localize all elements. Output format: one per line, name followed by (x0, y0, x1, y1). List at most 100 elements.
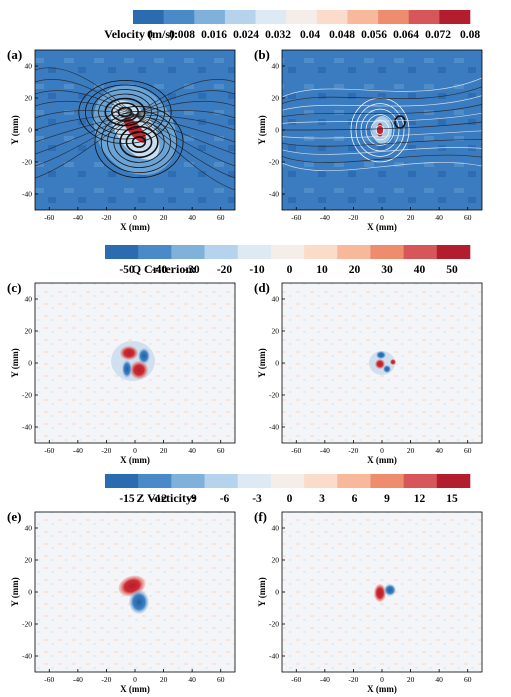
x-tick-label: -60 (291, 446, 301, 455)
panel-f: -60 -40 -20 0 20 40 60 40 20 0 -20 -40 X (mm) Y (mm) (… (254, 509, 483, 694)
positive-region (120, 346, 138, 360)
y-tick-label: -40 (269, 652, 279, 661)
colorbar-swatch (171, 474, 205, 488)
x-tick-label: 0 (380, 213, 384, 222)
x-tick-label: 40 (188, 213, 196, 222)
colorbar-tick-label: -12 (152, 493, 168, 505)
colorbar-swatch (370, 245, 404, 259)
streamline (85, 84, 165, 140)
colorbar-tick-label: 3 (319, 493, 325, 505)
x-tick-label: 60 (464, 675, 472, 684)
colorbar-swatch (133, 10, 164, 24)
colorbar-swatch (237, 474, 272, 488)
x-tick-label: 20 (407, 213, 415, 222)
panel-b: -60 -40 -20 0 20 40 60 40 20 0 -20 -40 X (mm) Y (mm) (… (254, 47, 483, 232)
y-tick-label: 40 (25, 295, 33, 304)
panel-letter: (b) (254, 47, 270, 62)
colorbar-tick-label: 30 (381, 264, 393, 276)
x-tick-label: 60 (464, 446, 472, 455)
colorbar-tick-label: 0.032 (265, 29, 291, 41)
colorbar-swatch (204, 474, 239, 488)
streamline (282, 121, 482, 131)
colorbar-swatch (403, 474, 438, 488)
x-tick-label: 40 (188, 675, 196, 684)
streamline (94, 105, 184, 179)
plot-area (282, 512, 482, 672)
y-tick-label: -40 (269, 423, 279, 432)
colorbar-tick-label: 15 (446, 493, 458, 505)
x-tick-label: 20 (160, 446, 168, 455)
x-tick-label: -60 (44, 213, 54, 222)
x-tick-label: -40 (73, 213, 83, 222)
y-tick-label: -40 (22, 423, 32, 432)
y-tick-label: 40 (25, 524, 33, 533)
panel-c: -60 -40 -20 0 20 40 60 40 20 0 -20 -40 X (mm) Y (mm) (… (7, 280, 236, 465)
colorbar-tick-label: -20 (217, 264, 233, 276)
x-tick-label: 40 (188, 446, 196, 455)
x-tick-label: -40 (320, 213, 330, 222)
colorbar-swatch (255, 10, 287, 24)
colorbar-swatch (378, 10, 410, 24)
colorbar-swatch (237, 245, 272, 259)
panel-letter: (a) (7, 47, 22, 62)
negative-vorticity (129, 590, 149, 614)
x-tick-label: 0 (380, 675, 384, 684)
colorbar-tick-label: 0.024 (233, 29, 259, 41)
colorbar-tick-label: -15 (119, 493, 135, 505)
colorbar-swatch (138, 474, 172, 488)
x-tick-label: 40 (435, 213, 443, 222)
streamline (98, 93, 152, 131)
colorbar-tick-label: 20 (349, 264, 361, 276)
colorbar-swatch (270, 245, 305, 259)
positive-region (375, 359, 385, 369)
streamline (35, 79, 235, 179)
y-tick-label: 0 (28, 126, 32, 135)
colorbar-swatch (105, 474, 139, 488)
negative-region (122, 360, 132, 378)
streamline (282, 112, 482, 124)
colorbar-swatch (347, 10, 379, 24)
colorbar-z-vorticity: Z Vorticity:-15 -12 -9 -6 -3 0 3 6 9 12 15 (105, 474, 471, 505)
y-tick-label: -40 (22, 190, 32, 199)
colorbar-tick-label: -50 (119, 264, 135, 276)
x-tick-label: -60 (291, 675, 301, 684)
panel-letter: (f) (254, 509, 267, 524)
streamline (131, 136, 147, 148)
x-tick-label: -40 (73, 675, 83, 684)
x-axis-label: X (mm) (367, 455, 397, 465)
x-tick-label: 20 (160, 213, 168, 222)
colorbar-tick-label: 0 (287, 493, 293, 505)
plot-area (282, 283, 482, 443)
streamline (282, 86, 482, 104)
colorbar-tick-label: 0.08 (460, 29, 480, 41)
y-axis-label: Y (mm) (257, 115, 267, 144)
plot-area (35, 283, 235, 443)
colorbar-tick-label: 6 (352, 493, 358, 505)
y-axis-label: Y (mm) (257, 348, 267, 377)
colorbar-label: Z Vorticity: (136, 491, 196, 505)
colorbar-tick-label: -3 (252, 493, 262, 505)
colorbar-tick-label: -10 (249, 264, 265, 276)
y-tick-label: -40 (269, 190, 279, 199)
streamline (282, 104, 482, 118)
y-tick-label: 40 (272, 295, 280, 304)
x-tick-label: 0 (133, 675, 137, 684)
panel-d: -60 -40 -20 0 20 40 60 40 20 0 -20 -40 X (mm) Y (mm) (… (254, 280, 483, 465)
positive-vorticity (374, 584, 386, 602)
x-tick-label: -20 (101, 675, 111, 684)
x-axis-label: X (mm) (367, 222, 397, 232)
colorbar-swatch (316, 10, 348, 24)
x-tick-label: 0 (133, 213, 137, 222)
panel-letter: (c) (7, 280, 21, 295)
x-axis-label: X (mm) (120, 684, 150, 694)
x-tick-label: 40 (435, 675, 443, 684)
colorbar-tick-label: 0 (287, 264, 293, 276)
x-tick-label: -40 (320, 675, 330, 684)
x-tick-label: 0 (380, 446, 384, 455)
streamline (113, 121, 165, 163)
negative-region (383, 365, 391, 373)
colorbar-swatch (138, 245, 172, 259)
x-tick-label: 60 (217, 675, 225, 684)
panel-letter: (e) (7, 509, 21, 524)
